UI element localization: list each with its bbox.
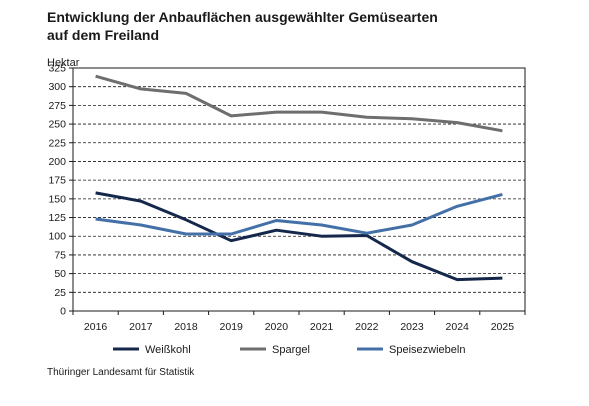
y-tick-label: 100 xyxy=(48,231,66,243)
y-tick-label: 300 xyxy=(48,81,66,93)
legend-label: Spargel xyxy=(272,344,310,356)
chart-title: Entwicklung der Anbauflächen ausgewählte… xyxy=(47,9,438,43)
y-tick-label: 175 xyxy=(48,175,66,187)
x-tick-label: 2022 xyxy=(355,321,379,333)
x-tick-label: 2016 xyxy=(84,321,108,333)
x-tick-label: 2020 xyxy=(265,321,289,333)
gridlines xyxy=(73,86,525,293)
legend-item: Speisezwiebeln xyxy=(357,344,465,356)
y-tick-label: 125 xyxy=(48,212,66,224)
series-lines xyxy=(95,74,503,282)
y-tick-label: 50 xyxy=(54,268,66,280)
y-axis-label: Hektar xyxy=(47,57,80,69)
legend-label: Speisezwiebeln xyxy=(389,344,465,356)
y-tick-label: 75 xyxy=(54,249,66,261)
x-tick-label: 2024 xyxy=(446,321,470,333)
series-line-0 xyxy=(95,191,503,282)
series-line-1 xyxy=(95,74,503,133)
chart-title-line-1: Entwicklung der Anbauflächen ausgewählte… xyxy=(47,9,438,25)
y-axis-ticks: 0 25 50 75 100 125 150 175 200 225 250 275 300 325 xyxy=(48,63,73,318)
y-tick-label: 275 xyxy=(48,100,66,112)
x-tick-label: 2025 xyxy=(491,321,515,333)
x-tick-label: 2023 xyxy=(400,321,424,333)
source-note: Thüringer Landesamt für Statistik xyxy=(47,367,195,378)
x-tick-label: 2021 xyxy=(310,321,334,333)
x-axis-ticks: 2016 2017 2018 2019 2020 2021 2022 2023 2024 2025 xyxy=(72,311,526,333)
legend-item: Weißkohl xyxy=(113,344,191,356)
legend-item: Spargel xyxy=(240,344,310,356)
x-tick-label: 2018 xyxy=(174,321,198,333)
y-tick-label: 225 xyxy=(48,137,66,149)
x-tick-label: 2019 xyxy=(220,321,244,333)
legend-label: Weißkohl xyxy=(145,344,191,356)
legend: Weißkohl Spargel Speisezwiebeln xyxy=(113,344,465,356)
y-tick-label: 0 xyxy=(60,306,66,318)
x-tick-label: 2017 xyxy=(129,321,153,333)
plot-frame xyxy=(72,67,526,312)
y-tick-label: 200 xyxy=(48,156,66,168)
series-line-2 xyxy=(95,192,503,236)
y-tick-label: 25 xyxy=(54,287,66,299)
chart-title-line-2: auf dem Freiland xyxy=(47,27,159,43)
y-tick-label: 325 xyxy=(48,63,66,75)
y-tick-label: 250 xyxy=(48,119,66,131)
y-tick-label: 150 xyxy=(48,193,66,205)
